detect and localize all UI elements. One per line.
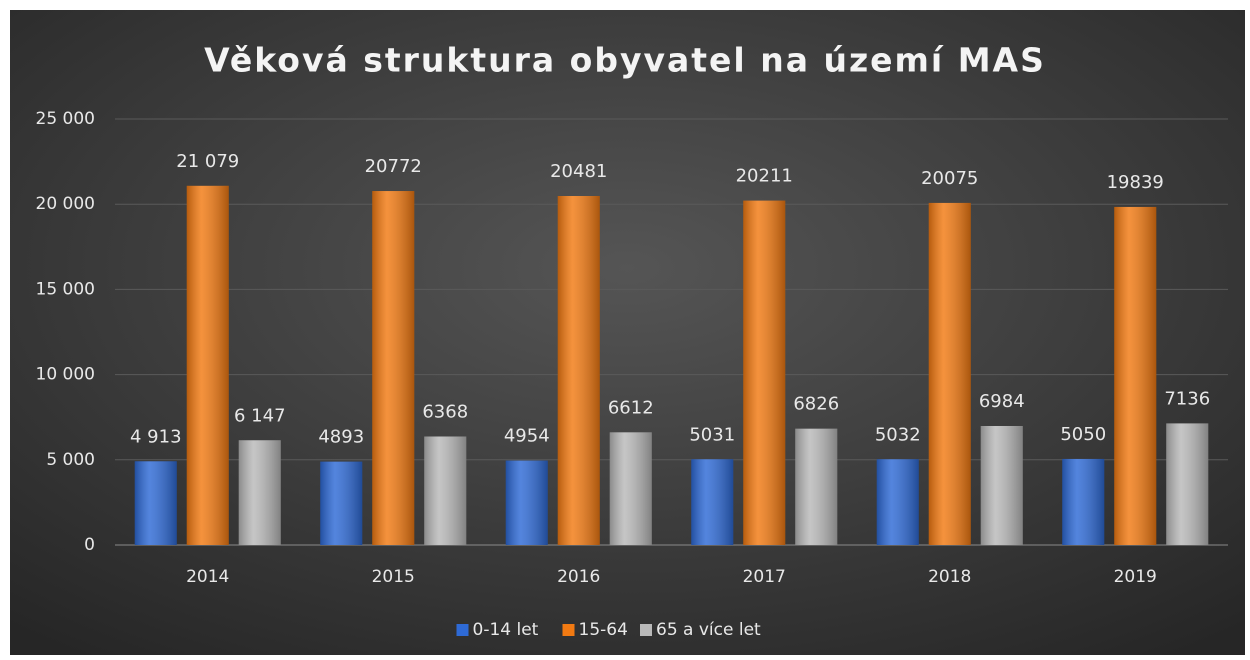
legend-label: 0-14 let xyxy=(473,620,539,640)
data-label: 6612 xyxy=(608,397,654,418)
data-label: 4893 xyxy=(318,427,364,448)
legend-swatch xyxy=(640,624,652,636)
bar-shine xyxy=(320,461,363,545)
bar-shine xyxy=(795,428,838,545)
legend-swatch xyxy=(562,624,575,636)
data-label: 6984 xyxy=(979,391,1025,412)
data-label: 5031 xyxy=(689,424,735,445)
data-label: 5032 xyxy=(875,424,921,445)
bar-shine xyxy=(505,460,548,545)
x-tick-label: 2016 xyxy=(557,567,600,587)
y-tick-label: 10 000 xyxy=(36,365,95,385)
x-tick-label: 2017 xyxy=(743,567,786,587)
bar-shine xyxy=(424,436,467,545)
data-label: 5050 xyxy=(1060,424,1106,445)
data-label: 6 147 xyxy=(234,405,286,426)
bar-shine xyxy=(186,185,229,545)
chart-title: Věková struktura obyvatel na území MAS xyxy=(204,41,1046,80)
bar-shine xyxy=(1062,458,1105,545)
legend-swatch xyxy=(456,624,469,636)
bar-shine xyxy=(1114,206,1157,546)
legend-label: 15-64 xyxy=(579,620,628,640)
data-label: 20211 xyxy=(736,166,793,187)
x-tick-label: 2015 xyxy=(372,567,415,587)
y-tick-label: 0 xyxy=(84,535,95,555)
data-label: 6368 xyxy=(422,401,468,422)
data-label: 21 079 xyxy=(176,151,239,172)
bar-shine xyxy=(743,200,786,545)
x-tick-label: 2019 xyxy=(1114,567,1157,587)
bar-shine xyxy=(928,202,971,545)
data-label: 20772 xyxy=(365,156,422,177)
x-tick-label: 2018 xyxy=(928,567,971,587)
data-label: 4954 xyxy=(504,426,550,447)
bar-shine xyxy=(372,191,415,546)
data-label: 20075 xyxy=(921,168,978,189)
y-tick-label: 20 000 xyxy=(36,194,95,214)
bar-shine xyxy=(691,459,734,545)
y-tick-label: 15 000 xyxy=(36,279,95,299)
legend-label: 65 a více let xyxy=(656,620,761,640)
data-label: 19839 xyxy=(1107,172,1164,193)
data-label: 7136 xyxy=(1164,388,1210,409)
bar-shine xyxy=(134,461,177,545)
bar-shine xyxy=(876,459,919,545)
y-tick-label: 25 000 xyxy=(36,109,95,129)
bar-shine xyxy=(238,440,281,545)
bar-shine xyxy=(1166,423,1209,545)
bar-shine xyxy=(609,432,652,545)
bar-shine xyxy=(980,425,1023,545)
data-label: 6826 xyxy=(793,394,839,415)
y-tick-label: 5 000 xyxy=(46,450,95,470)
data-label: 20481 xyxy=(550,161,607,182)
x-tick-label: 2014 xyxy=(186,567,229,587)
bar-shine xyxy=(557,196,600,545)
data-label: 4 913 xyxy=(130,426,182,447)
